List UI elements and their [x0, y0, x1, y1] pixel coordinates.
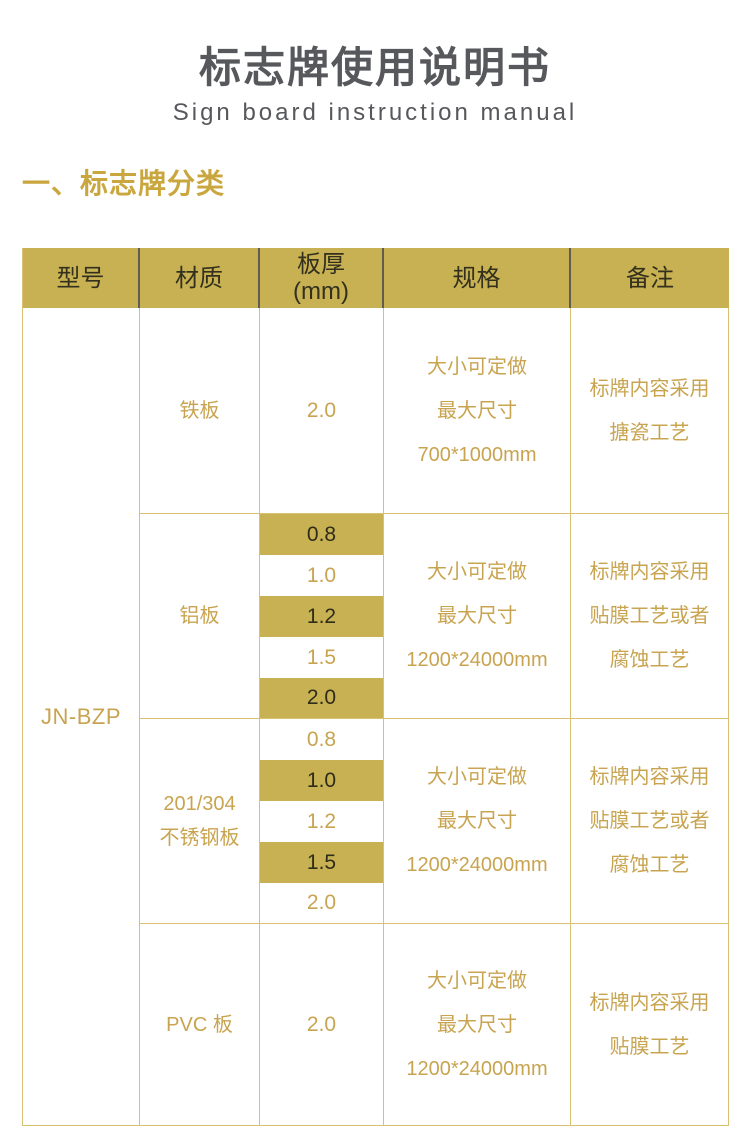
header-spec: 规格: [384, 248, 571, 308]
note-line: 腐蚀工艺: [609, 649, 690, 671]
header-thickness-line2: (mm): [293, 278, 349, 305]
spec-cell-stainless: 大小可定做 最大尺寸 1200*24000mm: [384, 719, 571, 924]
header-material: 材质: [140, 248, 260, 308]
spec-cell-pvc: 大小可定做 最大尺寸 1200*24000mm: [384, 924, 571, 1126]
note-line: 标牌内容采用: [589, 766, 710, 788]
section-heading: 一、标志牌分类: [22, 168, 226, 199]
material-line: 铁板: [179, 399, 220, 422]
header-model-label: 型号: [56, 264, 105, 292]
header-thickness-line1: 板厚: [297, 251, 345, 278]
thickness-subcell: 1.0: [260, 555, 384, 596]
spec-cell-aluminum: 大小可定做 最大尺寸 1200*24000mm: [384, 514, 571, 719]
page-title: 标志牌使用说明书: [198, 44, 551, 91]
model-cell: JN-BZP: [23, 308, 140, 1126]
spec-line: 最大尺寸: [437, 399, 517, 422]
note-line: 贴膜工艺或者: [589, 605, 710, 627]
note-line: 腐蚀工艺: [609, 854, 690, 876]
note-line: 标牌内容采用: [589, 561, 710, 583]
spec-cell-iron: 大小可定做 最大尺寸 700*1000mm: [384, 308, 571, 514]
note-cell-stainless: 标牌内容采用 贴膜工艺或者 腐蚀工艺: [571, 719, 729, 924]
thickness-subcell: 2.0: [260, 883, 384, 924]
thickness-subcell: 0.8: [260, 719, 384, 760]
thickness-subcell: 1.5: [260, 842, 384, 883]
spec-line: 大小可定做: [427, 766, 527, 788]
thickness-subcell: 1.5: [260, 637, 384, 678]
header-material-label: 材质: [175, 264, 223, 292]
note-cell-aluminum: 标牌内容采用 贴膜工艺或者 腐蚀工艺: [571, 514, 729, 719]
note-cell-pvc: 标牌内容采用 贴膜工艺: [571, 924, 729, 1126]
material-line: 不锈钢板: [159, 827, 240, 849]
material-line: 201/304: [163, 793, 236, 815]
spec-line: 1200*24000mm: [406, 649, 548, 671]
thickness-subcell: 1.2: [260, 596, 384, 637]
header-model: 型号: [23, 248, 140, 308]
material-line: 铝板: [179, 605, 220, 627]
material-line: PVC 板: [166, 1013, 233, 1036]
thickness-cell-iron: 2.0: [260, 308, 384, 514]
material-cell-iron: 铁板: [140, 308, 260, 514]
spec-line: 大小可定做: [427, 355, 527, 378]
thickness-subcell: 2.0: [260, 678, 384, 719]
spec-line: 最大尺寸: [437, 1013, 517, 1036]
thickness-subcell: 1.2: [260, 801, 384, 842]
page-subtitle: Sign board instruction manual: [172, 99, 578, 126]
spec-line: 1200*24000mm: [406, 1057, 548, 1080]
spec-line: 1200*24000mm: [406, 854, 548, 876]
thickness-subcell: 0.8: [260, 514, 384, 555]
header-note-label: 备注: [626, 264, 674, 292]
spec-line: 大小可定做: [427, 561, 527, 583]
note-cell-iron: 标牌内容采用 搪瓷工艺: [571, 308, 729, 514]
header-spec-label: 规格: [452, 264, 501, 292]
header-note: 备注: [571, 248, 729, 308]
thickness-cell-pvc: 2.0: [260, 924, 384, 1126]
header-thickness: 板厚 (mm): [260, 248, 384, 308]
material-cell-aluminum: 铝板: [140, 514, 260, 719]
spec-line: 最大尺寸: [437, 605, 517, 627]
thickness-subcell: 1.0: [260, 760, 384, 801]
spec-line: 最大尺寸: [437, 810, 517, 832]
note-line: 贴膜工艺: [609, 1035, 690, 1058]
note-line: 搪瓷工艺: [609, 421, 690, 444]
material-cell-stainless: 201/304 不锈钢板: [140, 719, 260, 924]
classification-table: 型号 材质 板厚 (mm) 规格 备注 JN-BZP 铁板 2.0 大小可定做 …: [22, 248, 729, 1126]
material-cell-pvc: PVC 板: [140, 924, 260, 1126]
note-line: 标牌内容采用: [589, 377, 710, 400]
title-block: 标志牌使用说明书 Sign board instruction manual: [0, 42, 750, 130]
note-line: 标牌内容采用: [589, 991, 710, 1014]
note-line: 贴膜工艺或者: [589, 810, 710, 832]
spec-line: 700*1000mm: [417, 443, 537, 466]
spec-line: 大小可定做: [427, 969, 527, 992]
